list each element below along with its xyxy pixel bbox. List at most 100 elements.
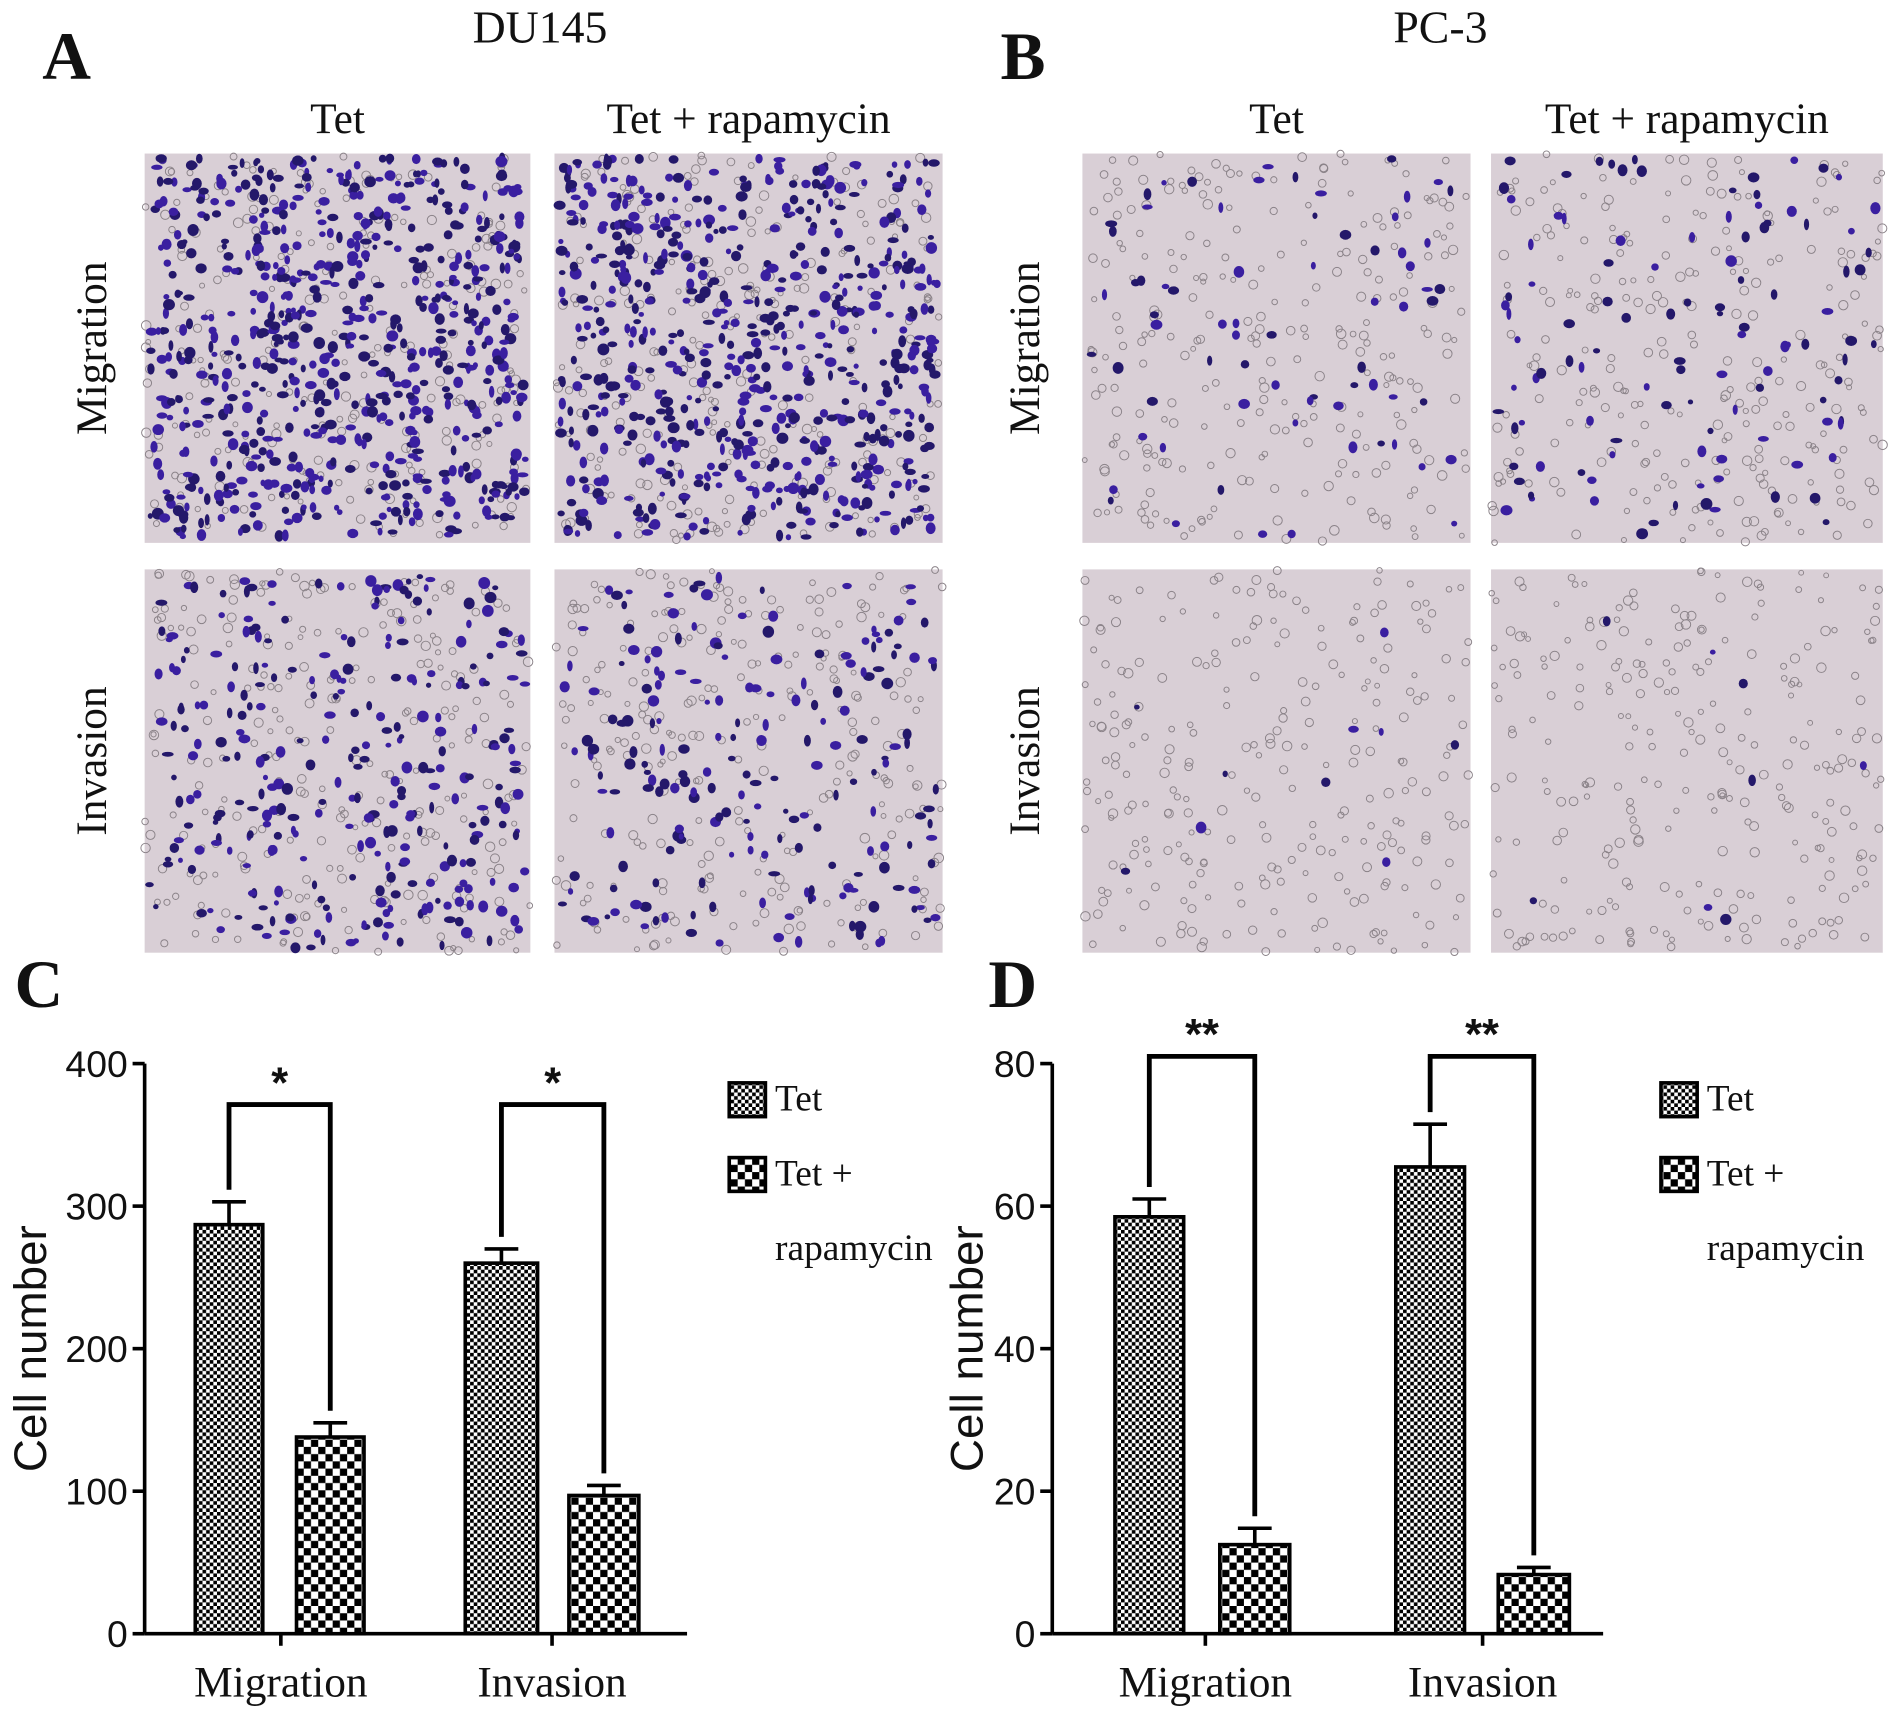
membrane-pore [1411,533,1419,541]
membrane-pore [835,620,843,628]
stained-cell [1447,185,1454,197]
stained-cell [921,385,929,397]
membrane-pore [1755,473,1765,483]
membrane-pore [1747,892,1755,900]
stained-cell [885,311,894,318]
stained-cell [349,873,357,881]
stained-cell [590,280,597,290]
membrane-pore [686,839,694,847]
membrane-pore [1394,222,1401,229]
stained-cell [438,746,446,757]
membrane-pore [267,493,276,502]
membrane-pore [1618,277,1627,286]
membrane-pore [1244,476,1254,486]
stained-cell [580,373,593,381]
bar [294,1435,366,1636]
membrane-pore [1309,413,1318,421]
stained-cell [1716,454,1728,464]
membrane-pore [1519,583,1527,592]
stained-cell [157,469,165,481]
stained-cell [482,505,492,517]
stained-cell [932,784,939,795]
membrane-pore [853,693,862,702]
membrane-pore [924,294,933,303]
stained-cell [249,289,258,297]
membrane-pore [1688,728,1695,736]
stained-cell [668,155,679,164]
membrane-pore [1166,332,1175,341]
membrane-pore [1871,733,1883,744]
membrane-pore [567,620,577,630]
stained-cell [1306,396,1314,406]
membrane-pore [1796,380,1807,392]
stained-cell [803,365,809,375]
stained-cell [1737,330,1747,339]
stained-cell [1171,520,1180,528]
membrane-pore [521,287,528,294]
stained-cell [718,462,729,472]
stained-cell [281,506,290,514]
stained-cell [842,287,848,297]
membrane-pore [302,875,311,884]
stained-cell [566,164,573,175]
stained-cell [786,521,797,529]
membrane-pore [796,921,806,931]
stained-cell [269,479,280,488]
stained-cell [463,284,472,290]
membrane-pore [275,568,284,576]
stained-cell [467,308,479,319]
membrane-pore [1188,525,1196,533]
membrane-pore [1550,905,1560,914]
membrane-pore [1541,777,1548,784]
membrane-pore [1723,468,1731,476]
membrane-pore [141,427,152,438]
stained-cell [700,357,712,368]
stained-cell [695,218,702,228]
membrane-pore [256,587,266,597]
membrane-pore [1747,310,1759,321]
stained-cell [861,178,868,187]
stained-cell [399,857,411,866]
stained-cell [183,647,190,654]
membrane-pore [1246,587,1256,597]
stained-cell [507,317,516,323]
stained-cell [365,487,373,495]
membrane-pore [374,343,382,352]
stained-cell [829,522,839,529]
stained-cell [799,437,811,444]
membrane-pore [440,583,450,593]
stained-cell [292,405,299,413]
membrane-pore [1379,352,1388,361]
membrane-pore [1255,752,1263,759]
stained-cell [340,633,348,641]
stained-cell [1433,179,1443,186]
error-bar [484,1247,519,1264]
stained-cell [1161,180,1167,186]
stained-cell [492,304,502,315]
membrane-pore [1412,911,1420,919]
membrane-pore [1662,659,1671,667]
membrane-pore [1131,839,1140,848]
stained-cell [280,293,287,300]
membrane-pore [1738,169,1745,176]
stained-cell [1666,308,1676,320]
stained-cell [359,755,370,763]
membrane-pore [707,406,718,417]
membrane-pore [1201,423,1208,430]
stained-cell [260,272,270,281]
membrane-pore [759,448,770,459]
stained-cell [438,469,451,478]
stained-cell [901,223,909,233]
stained-cell [294,183,304,189]
membrane-pore [1117,666,1126,676]
stained-cell [747,845,754,855]
membrane-pore [895,218,905,227]
significance-bracket [1146,1053,1258,1517]
membrane-pore [1287,855,1296,865]
membrane-pore [192,875,203,886]
stained-cell [412,596,423,606]
stained-cell [409,436,421,448]
membrane-pore [1492,908,1502,918]
stained-cell [1424,237,1431,248]
stained-cell [472,276,484,282]
